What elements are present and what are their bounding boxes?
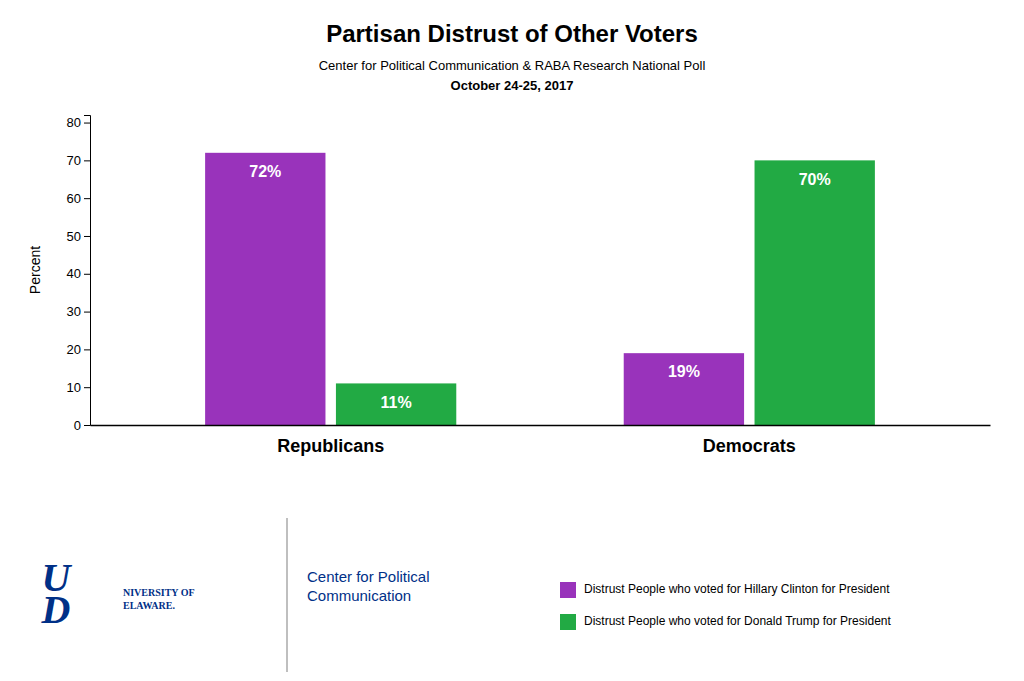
legend-item: Distrust People who voted for Donald Tru… bbox=[560, 614, 891, 630]
y-tick-mark bbox=[84, 349, 90, 350]
y-tick-mark bbox=[84, 312, 90, 313]
subtitle: October 24-25, 2017 bbox=[451, 78, 574, 93]
y-axis: 0 10 20 30 40 50 60 70 80 bbox=[67, 115, 91, 432]
y-tick-label: 80 bbox=[67, 115, 81, 130]
y-tick: 70 bbox=[67, 153, 90, 168]
y-tick-label: 70 bbox=[67, 153, 81, 168]
bar-series bbox=[205, 153, 744, 425]
y-tick: 50 bbox=[67, 229, 90, 244]
y-tick-label: 20 bbox=[67, 342, 81, 357]
bar-series bbox=[336, 160, 875, 425]
y-tick: 60 bbox=[67, 191, 90, 206]
bar bbox=[336, 383, 456, 425]
legend-label: Distrust People who voted for Hillary Cl… bbox=[584, 582, 890, 596]
y-axis-line bbox=[84, 116, 91, 426]
data-label: 70% bbox=[799, 171, 831, 188]
y-tick: 0 bbox=[74, 418, 90, 433]
y-tick-label: 0 bbox=[74, 418, 81, 433]
y-tick-label: 10 bbox=[67, 380, 81, 395]
legend-swatch bbox=[560, 614, 576, 630]
y-tick: 20 bbox=[67, 342, 90, 357]
x-tick: Republicans bbox=[277, 436, 384, 456]
data-label: 11% bbox=[381, 394, 412, 411]
legend: Distrust People who voted for Hillary Cl… bbox=[560, 582, 891, 630]
y-tick-label: 50 bbox=[67, 229, 81, 244]
y-tick-mark bbox=[84, 387, 90, 388]
x-axis: Republicans Democrats bbox=[91, 426, 991, 456]
y-axis-title: Percent bbox=[27, 246, 43, 294]
annotation: D bbox=[41, 587, 71, 632]
legend-swatch bbox=[560, 582, 576, 598]
legend-item: Distrust People who voted for Hillary Cl… bbox=[560, 582, 890, 598]
y-tick: 40 bbox=[67, 266, 90, 281]
y-tick-mark bbox=[84, 123, 90, 124]
x-tick-label: Democrats bbox=[703, 436, 796, 456]
y-tick: 30 bbox=[67, 304, 90, 319]
y-tick-mark bbox=[84, 198, 90, 199]
annotation: NIVERSITY OF ELAWARE. bbox=[123, 587, 195, 611]
bar bbox=[205, 153, 325, 425]
title: Partisan Distrust of Other Voters bbox=[326, 20, 698, 47]
y-tick-label: 40 bbox=[67, 266, 81, 281]
annotation-line: Center for Political bbox=[307, 568, 430, 585]
annotation-line: ELAWARE. bbox=[123, 600, 175, 611]
x-axis-line bbox=[91, 425, 991, 427]
annotation-line: D bbox=[41, 587, 71, 632]
y-tick: 80 bbox=[67, 115, 90, 130]
data-label: 19% bbox=[668, 363, 700, 380]
y-tick-mark bbox=[84, 274, 90, 275]
bar bbox=[755, 160, 875, 425]
y-tick-mark bbox=[84, 425, 90, 426]
subtitle: Center for Political Communication & RAB… bbox=[319, 58, 706, 73]
data-labels: 72% 19% 11% 70% bbox=[249, 163, 830, 411]
annotation: Center for Political Communication bbox=[307, 568, 430, 604]
y-tick-label: 30 bbox=[67, 304, 81, 319]
bars bbox=[205, 153, 875, 425]
separator bbox=[286, 518, 288, 672]
annotation-line: NIVERSITY OF bbox=[123, 587, 195, 598]
x-tick: Democrats bbox=[703, 436, 796, 456]
data-label: 72% bbox=[249, 163, 281, 180]
y-tick-mark bbox=[84, 160, 90, 161]
y-tick: 10 bbox=[67, 380, 90, 395]
annotation-line: Communication bbox=[307, 587, 411, 604]
y-tick-label: 60 bbox=[67, 191, 81, 206]
x-tick-label: Republicans bbox=[277, 436, 384, 456]
chart: Partisan Distrust of Other Voters Center … bbox=[0, 0, 1024, 681]
bar bbox=[624, 353, 744, 425]
legend-label: Distrust People who voted for Donald Tru… bbox=[584, 614, 891, 628]
y-tick-mark bbox=[84, 236, 90, 237]
annotations: UNIVERSITY OFELAWARE.DCenter for Politic… bbox=[41, 518, 430, 672]
